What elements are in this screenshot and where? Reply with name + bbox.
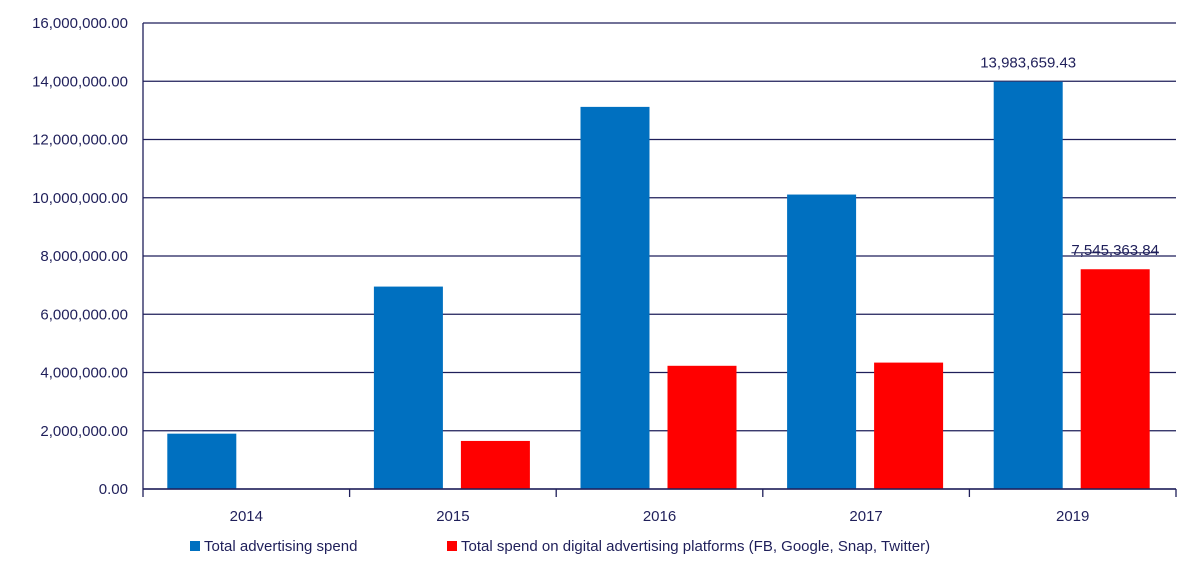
bars <box>167 81 1150 489</box>
y-tick-label: 14,000,000.00 <box>32 73 128 90</box>
legend-swatch <box>447 541 457 551</box>
x-axis: 2014 2015 2016 2017 2019 <box>142 488 1177 525</box>
bar <box>787 194 857 489</box>
bar <box>1080 269 1150 489</box>
bar <box>373 286 443 489</box>
y-tick-label: 4,000,000.00 <box>40 365 128 382</box>
legend-label: Total spend on digital advertising platf… <box>461 538 930 555</box>
bar <box>460 440 530 489</box>
x-tick-label: 2016 <box>643 508 676 525</box>
legend: Total advertising spend Total spend on di… <box>190 538 930 555</box>
y-tick-label: 8,000,000.00 <box>40 248 128 265</box>
y-axis: 0.00 2,000,000.00 4,000,000.00 6,000,000.00… <box>32 15 144 498</box>
y-tick-label: 0.00 <box>99 481 128 498</box>
y-tick-label: 6,000,000.00 <box>40 306 128 323</box>
x-tick-label: 2017 <box>849 508 882 525</box>
data-label: 13,983,659.43 <box>980 55 1076 72</box>
gridlines <box>143 22 1176 490</box>
x-tick-label: 2019 <box>1056 508 1089 525</box>
y-tick-label: 10,000,000.00 <box>32 190 128 207</box>
bar <box>874 362 944 489</box>
bar <box>993 81 1063 489</box>
y-tick-label: 16,000,000.00 <box>32 15 128 32</box>
bar <box>167 433 237 489</box>
x-tick-label: 2014 <box>230 508 263 525</box>
bar <box>580 106 650 489</box>
bar <box>667 365 737 489</box>
y-tick-label: 2,000,000.00 <box>40 423 128 440</box>
legend-swatch <box>190 541 200 551</box>
data-label: 7,545,363.84 <box>1071 242 1159 259</box>
data-labels: 13,983,659.43 7,545,363.84 <box>980 55 1159 259</box>
legend-label: Total advertising spend <box>204 538 357 555</box>
y-tick-label: 12,000,000.00 <box>32 132 128 149</box>
x-tick-label: 2015 <box>436 508 469 525</box>
